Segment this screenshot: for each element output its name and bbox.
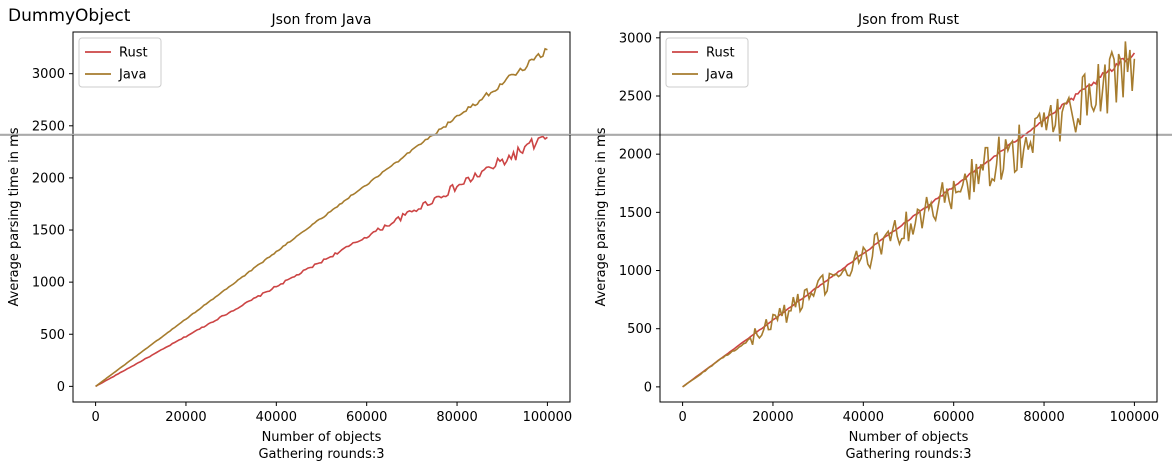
- y-tick-label: 1000: [619, 264, 652, 279]
- x-axis-label: Number of objects: [262, 430, 382, 445]
- x-axis-sublabel: Gathering rounds:3: [258, 447, 384, 462]
- plot-frame: [659, 31, 1158, 403]
- x-tick-label: 20000: [165, 410, 206, 425]
- x-axis-sublabel: Gathering rounds:3: [845, 447, 971, 462]
- x-tick-label: 100000: [523, 410, 573, 425]
- x-axis-label: Number of objects: [849, 430, 969, 445]
- x-tick-label: 100000: [1110, 410, 1160, 425]
- y-tick-label: 3000: [32, 67, 65, 82]
- figure-title: DummyObject: [8, 6, 131, 26]
- y-tick-label: 0: [644, 380, 652, 395]
- y-axis-label: Average parsing time in ms: [7, 127, 22, 306]
- x-tick-label: 80000: [1023, 410, 1064, 425]
- x-tick-label: 20000: [752, 410, 793, 425]
- y-tick-label: 2500: [32, 119, 65, 134]
- y-axis-label: Average parsing time in ms: [594, 127, 609, 306]
- y-tick-label: 500: [627, 322, 652, 337]
- plot-area: [95, 47, 548, 388]
- x-tick-label: 0: [678, 410, 686, 425]
- series-line-rust: [95, 135, 548, 388]
- x-tick-label: 0: [91, 410, 99, 425]
- chart-title: Json from Java: [271, 12, 372, 28]
- legend-label-java: Java: [705, 68, 733, 83]
- series-line-rust: [682, 52, 1136, 388]
- y-tick-label: 1000: [32, 276, 65, 291]
- series-line-java: [95, 47, 548, 388]
- legend-label-java: Java: [118, 68, 146, 83]
- x-tick-label: 40000: [256, 410, 297, 425]
- y-tick-label: 2000: [32, 171, 65, 186]
- y-tick-label: 3000: [619, 31, 652, 46]
- y-tick-label: 500: [40, 328, 65, 343]
- y-tick-label: 1500: [32, 224, 65, 239]
- y-tick-label: 1500: [619, 206, 652, 221]
- series-line-java: [682, 41, 1136, 388]
- x-tick-label: 80000: [436, 410, 477, 425]
- chart-title: Json from Rust: [857, 12, 960, 28]
- plot-frame: [72, 31, 571, 403]
- y-tick-label: 2000: [619, 148, 652, 163]
- y-tick-label: 0: [57, 380, 65, 395]
- legend-label-rust: Rust: [119, 46, 148, 61]
- plot-area: [682, 41, 1136, 388]
- y-tick-label: 2500: [619, 89, 652, 104]
- x-tick-label: 40000: [843, 410, 884, 425]
- x-tick-label: 60000: [933, 410, 974, 425]
- x-tick-label: 60000: [346, 410, 387, 425]
- legend-label-rust: Rust: [706, 46, 735, 61]
